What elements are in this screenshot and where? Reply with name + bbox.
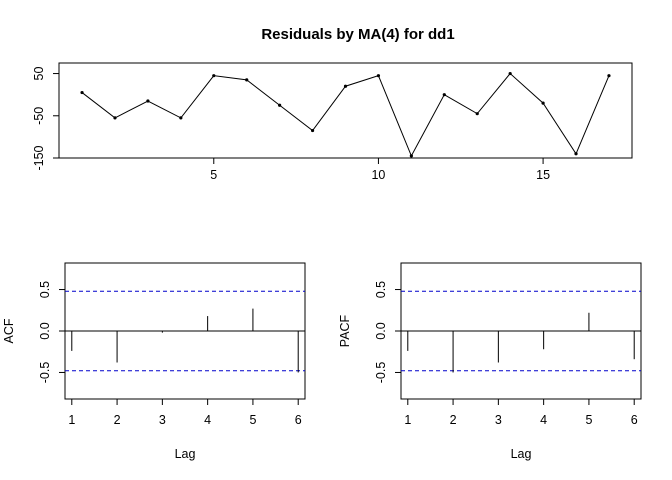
residual-point (607, 74, 611, 78)
residual-point (376, 74, 381, 78)
chart-title: Residuals by MA(4) for dd1 (261, 26, 454, 43)
y-tick-label: 0.5 (38, 281, 52, 298)
residuals-plot: 5 10 15 -150 -50 50 (32, 62, 633, 182)
y-tick-label: 0.0 (38, 322, 52, 339)
residual-point (343, 84, 348, 88)
residual-point (113, 116, 117, 120)
residual-point (179, 116, 183, 120)
x-axis-label: Lag (175, 447, 196, 461)
residual-point (508, 71, 512, 76)
x-tick-label: 5 (585, 413, 592, 427)
y-tick-label: 50 (32, 67, 46, 81)
x-tick-label: 1 (68, 413, 75, 427)
residual-point (541, 101, 545, 105)
residual-point (574, 152, 578, 156)
x-tick-label: 5 (249, 413, 256, 427)
residual-point (475, 112, 479, 116)
acf-plot: 1 2 3 4 5 6 -0.5 0.0 0.5 Lag ACF (2, 262, 306, 461)
residual-point (278, 103, 282, 107)
y-tick-label: -150 (32, 145, 46, 170)
residual-point (409, 154, 413, 158)
y-tick-label: 0.0 (374, 322, 388, 339)
residual-point (245, 78, 249, 82)
pacf-plot: 1 2 3 4 5 6 -0.5 0.0 0.5 Lag PACF (338, 262, 642, 461)
y-axis-label: PACF (338, 314, 352, 347)
y-tick-label: -50 (32, 107, 46, 125)
y-tick-label: -0.5 (38, 362, 52, 384)
residual-point (442, 93, 446, 97)
y-axis-label: ACF (2, 318, 16, 343)
x-tick-label: 2 (450, 413, 457, 427)
x-tick-label: 15 (536, 168, 550, 182)
residual-point (310, 128, 315, 133)
x-tick-label: 2 (114, 413, 121, 427)
y-tick-label: -0.5 (374, 362, 388, 384)
residual-point (146, 99, 150, 103)
x-tick-label: 4 (204, 413, 211, 427)
residual-point (212, 74, 216, 78)
x-tick-label: 6 (295, 413, 302, 427)
x-tick-label: 10 (371, 168, 385, 182)
plot-frame (58, 62, 633, 159)
residual-point (80, 90, 84, 95)
x-axis-label: Lag (511, 447, 532, 461)
y-tick-label: 0.5 (374, 281, 388, 298)
x-tick-label: 5 (210, 168, 217, 182)
x-tick-label: 6 (631, 413, 638, 427)
x-tick-label: 4 (540, 413, 547, 427)
x-tick-label: 3 (159, 413, 166, 427)
x-tick-label: 3 (495, 413, 502, 427)
x-tick-label: 1 (404, 413, 411, 427)
